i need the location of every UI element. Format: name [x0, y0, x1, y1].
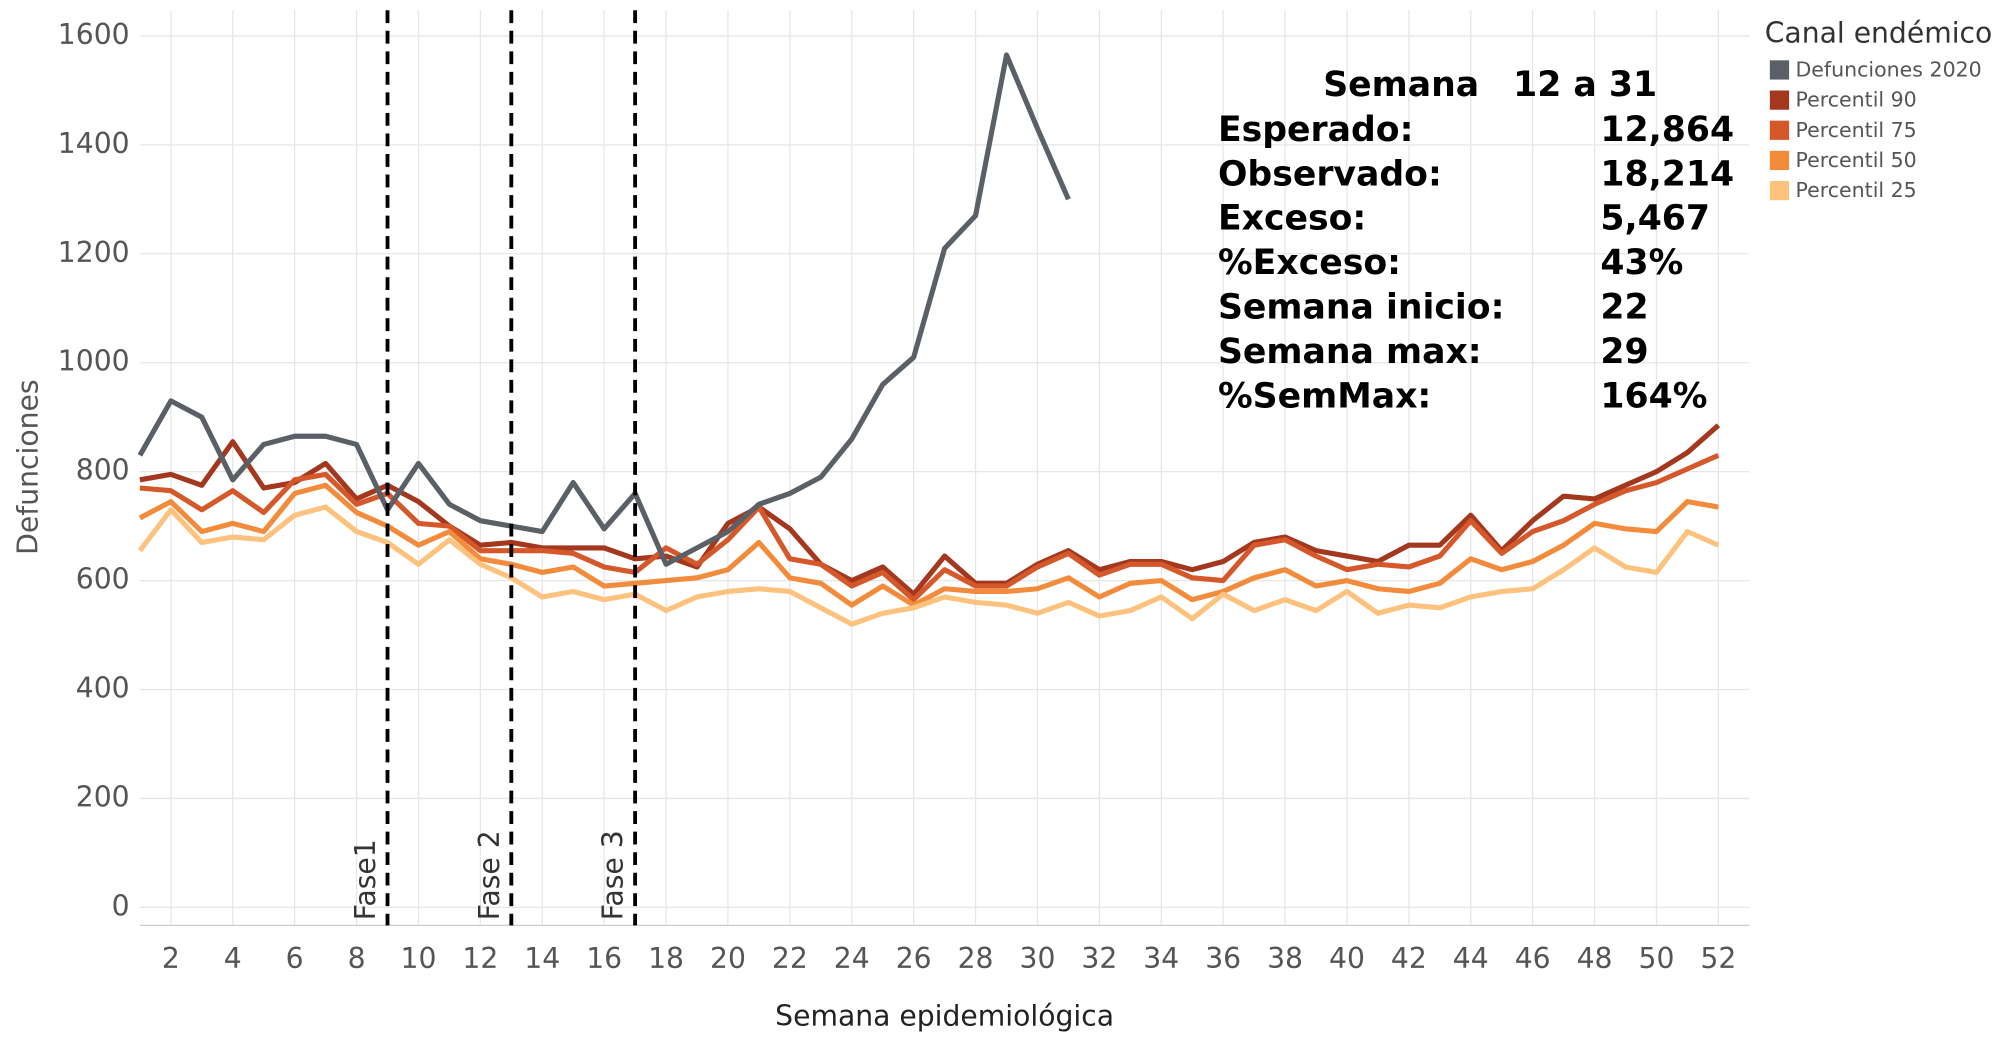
x-tick-label: 36	[1205, 942, 1241, 975]
legend-swatch	[1769, 120, 1790, 140]
legend-swatch	[1769, 90, 1790, 110]
x-tick-label: 34	[1143, 942, 1179, 975]
x-tick-label: 48	[1577, 942, 1613, 975]
x-tick-label: 30	[1020, 942, 1056, 975]
x-tick-label: 42	[1391, 942, 1427, 975]
y-tick-label: 0	[112, 889, 130, 922]
annotation-label: Esperado:	[1218, 110, 1413, 150]
annotation-range: 12 a 31	[1513, 65, 1657, 105]
phase-label: Fase 3	[597, 830, 630, 920]
annotation-value: 12,864	[1600, 110, 1734, 150]
x-tick-label: 18	[648, 942, 684, 975]
series-line	[137, 504, 1720, 627]
y-tick-label: 1200	[58, 236, 130, 269]
y-tick-label: 1000	[58, 345, 130, 378]
y-tick-label: 200	[76, 780, 130, 813]
legend-swatch	[1769, 180, 1790, 201]
legend-swatch	[1769, 150, 1790, 171]
y-tick-label: 1400	[58, 127, 130, 160]
series-line	[139, 423, 1721, 597]
annotation-value: 43%	[1600, 243, 1683, 283]
x-tick-label: 12	[462, 942, 498, 975]
x-tick-label: 6	[286, 942, 304, 975]
x-tick-label: 52	[1700, 942, 1736, 975]
annotation-value: 5,467	[1600, 199, 1710, 239]
x-tick-label: 40	[1329, 942, 1365, 975]
annotation-label: %Exceso:	[1218, 243, 1401, 283]
x-tick-label: 24	[834, 942, 870, 975]
legend-swatch	[1769, 60, 1790, 80]
legend-label: Percentil 90	[1796, 88, 1917, 112]
phase-label: Fase1	[349, 839, 382, 920]
x-tick-label: 4	[224, 942, 242, 975]
annotation-value: 29	[1600, 332, 1648, 372]
x-tick-label: 44	[1453, 942, 1489, 975]
x-axis-label: Semana epidemiológica	[775, 1000, 1114, 1033]
y-tick-label: 600	[76, 563, 130, 596]
annotation-label: Semana inicio:	[1218, 288, 1504, 328]
annotation-label: Exceso:	[1218, 199, 1366, 239]
grid	[139, 10, 1750, 926]
legend-label: Percentil 50	[1796, 148, 1917, 172]
annotation-value: 164%	[1600, 376, 1707, 416]
y-tick-label: 800	[76, 454, 130, 487]
x-tick-label: 32	[1081, 942, 1117, 975]
phase-label: Fase 2	[473, 830, 506, 920]
x-tick-label: 2	[162, 942, 180, 975]
x-tick-label: 16	[586, 942, 622, 975]
y-axis-label: Defunciones	[12, 379, 45, 554]
annotation-value: 22	[1600, 288, 1648, 328]
annotation-title: Semana	[1323, 65, 1479, 105]
legend-title: Canal endémico	[1765, 17, 1993, 50]
legend-label: Percentil 25	[1796, 178, 1917, 202]
series-line	[138, 482, 1719, 608]
x-tick-label: 20	[710, 942, 746, 975]
x-tick-label: 10	[401, 942, 437, 975]
annotation-value: 18,214	[1600, 154, 1734, 194]
legend-label: Defunciones 2020	[1796, 58, 1982, 82]
y-tick-label: 1600	[58, 18, 130, 51]
x-tick-label: 38	[1267, 942, 1303, 975]
y-tick-label: 400	[76, 672, 130, 705]
legend-label: Percentil 75	[1796, 118, 1917, 142]
x-tick-label: 28	[958, 942, 994, 975]
x-tick-label: 22	[772, 942, 808, 975]
annotation-label: Observado:	[1218, 154, 1442, 194]
x-tick-label: 50	[1639, 942, 1675, 975]
x-tick-label: 8	[348, 942, 366, 975]
x-tick-label: 46	[1515, 942, 1551, 975]
series-line	[139, 452, 1720, 603]
annotation-label: %SemMax:	[1218, 376, 1431, 416]
annotation-label: Semana max:	[1218, 332, 1482, 372]
series-line	[137, 52, 1071, 567]
x-tick-label: 14	[524, 942, 560, 975]
x-tick-label: 26	[896, 942, 932, 975]
